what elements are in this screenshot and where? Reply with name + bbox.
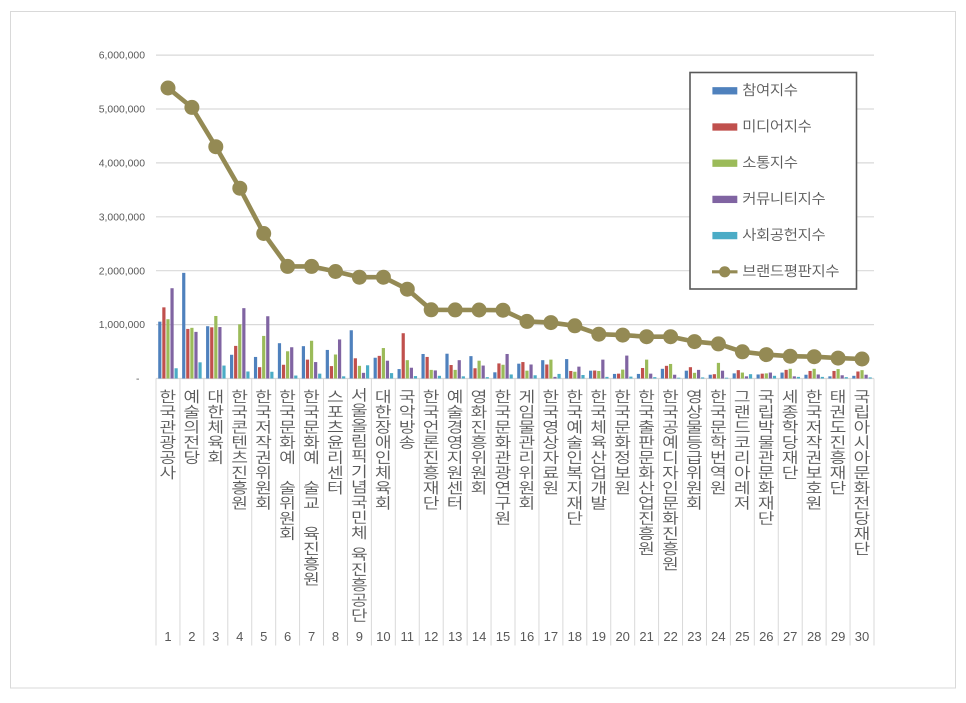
svg-text:6: 6 [284, 629, 291, 644]
svg-text:1,000,000: 1,000,000 [99, 320, 145, 331]
svg-text:18: 18 [568, 629, 582, 644]
svg-text:14: 14 [472, 629, 486, 644]
svg-text:8: 8 [332, 629, 339, 644]
svg-text:-: - [136, 374, 139, 385]
svg-text:7: 7 [308, 629, 315, 644]
svg-text:26: 26 [759, 629, 773, 644]
svg-text:23: 23 [687, 629, 701, 644]
svg-text:1: 1 [164, 629, 171, 644]
svg-text:3,000,000: 3,000,000 [99, 212, 145, 223]
svg-text:29: 29 [831, 629, 845, 644]
svg-text:3: 3 [212, 629, 219, 644]
svg-text:2: 2 [188, 629, 195, 644]
svg-text:20: 20 [615, 629, 629, 644]
svg-text:19: 19 [592, 629, 606, 644]
svg-text:28: 28 [807, 629, 821, 644]
svg-text:2,000,000: 2,000,000 [99, 266, 145, 277]
svg-text:5: 5 [260, 629, 267, 644]
svg-text:21: 21 [639, 629, 653, 644]
svg-text:11: 11 [401, 629, 415, 644]
svg-text:4: 4 [236, 629, 243, 644]
svg-text:25: 25 [735, 629, 749, 644]
svg-text:12: 12 [424, 629, 438, 644]
svg-text:30: 30 [855, 629, 869, 644]
svg-text:9: 9 [356, 629, 363, 644]
svg-text:27: 27 [783, 629, 797, 644]
svg-text:10: 10 [376, 629, 390, 644]
svg-text:13: 13 [448, 629, 462, 644]
svg-text:16: 16 [520, 629, 534, 644]
svg-text:4,000,000: 4,000,000 [99, 159, 145, 170]
svg-text:5,000,000: 5,000,000 [99, 105, 145, 116]
svg-text:6,000,000: 6,000,000 [99, 51, 145, 62]
svg-text:22: 22 [663, 629, 677, 644]
svg-text:15: 15 [496, 629, 510, 644]
svg-text:24: 24 [711, 629, 725, 644]
svg-text:17: 17 [544, 629, 558, 644]
